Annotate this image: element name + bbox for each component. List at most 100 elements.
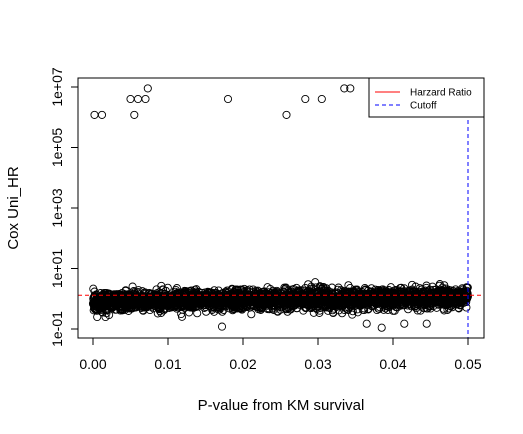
data-point <box>228 297 237 306</box>
x-tick-label: 0.03 <box>304 356 331 372</box>
legend-box <box>368 77 485 118</box>
data-point <box>298 298 307 307</box>
outlier-point <box>217 322 227 331</box>
x-tick-label: 0.04 <box>379 356 406 372</box>
data-point <box>323 306 333 315</box>
data-point <box>125 294 134 303</box>
data-point <box>247 310 256 319</box>
data-point <box>225 289 234 298</box>
data-point <box>386 292 395 301</box>
data-point <box>375 304 384 313</box>
outlier-point <box>223 94 233 104</box>
data-point <box>157 308 166 317</box>
data-point <box>334 283 343 292</box>
outlier-point <box>281 305 290 314</box>
data-point <box>215 303 224 312</box>
data-point <box>190 296 199 305</box>
outlier-point <box>377 323 386 332</box>
data-point <box>373 296 382 305</box>
data-point <box>120 295 129 305</box>
legend-label: Cutoff <box>410 101 437 112</box>
data-point <box>409 287 418 296</box>
data-point <box>152 291 161 300</box>
x-axis: 0.00 0.01 0.02 0.03 0.04 0.05 <box>79 337 482 372</box>
y-tick-label: 1e+07 <box>49 67 65 107</box>
data-point <box>257 304 266 313</box>
data-point <box>128 282 137 291</box>
data-point <box>249 290 258 299</box>
data-point <box>367 302 377 311</box>
data-point <box>132 291 141 300</box>
outlier-point <box>126 94 135 104</box>
data-point <box>346 297 355 306</box>
outlier-point <box>90 110 99 119</box>
y-tick-label: 1e+03 <box>49 188 65 228</box>
data-point <box>250 293 259 302</box>
outlier-point <box>143 84 152 93</box>
data-point <box>357 300 366 309</box>
data-point <box>237 286 246 295</box>
data-point <box>407 295 417 304</box>
x-tick-label: 0.01 <box>154 356 181 372</box>
data-point <box>130 300 139 309</box>
data-point <box>289 295 298 304</box>
data-point <box>121 293 131 302</box>
data-point <box>306 284 315 293</box>
data-point <box>444 296 453 305</box>
data-point <box>335 297 344 306</box>
data-point <box>301 283 310 293</box>
data-point <box>463 292 472 301</box>
data-point <box>440 306 449 315</box>
x-tick-label: 0.02 <box>229 356 256 372</box>
data-point <box>246 294 256 303</box>
data-point <box>238 299 247 308</box>
data-point <box>140 303 149 312</box>
data-point <box>144 300 153 309</box>
data-point <box>356 290 365 299</box>
data-point <box>300 292 309 301</box>
data-point <box>180 286 189 295</box>
data-point <box>312 290 321 299</box>
outlier-point <box>141 94 150 104</box>
outlier-point <box>301 94 310 104</box>
data-point <box>90 296 99 306</box>
data-point <box>337 286 346 295</box>
data-point <box>369 289 378 298</box>
data-point <box>440 281 449 290</box>
data-point <box>423 291 432 301</box>
data-point <box>111 305 120 314</box>
data-point <box>371 293 380 302</box>
data-point <box>344 281 353 290</box>
data-point <box>311 278 320 287</box>
data-point <box>381 288 390 297</box>
data-point <box>287 298 296 307</box>
reference-lines <box>78 78 484 338</box>
data-point <box>276 300 285 309</box>
data-point <box>221 295 230 305</box>
points-layer <box>88 84 472 332</box>
data-point <box>156 303 165 312</box>
data-point <box>456 290 465 299</box>
data-point <box>259 296 268 305</box>
data-point <box>183 301 192 310</box>
data-point <box>178 301 187 310</box>
data-point <box>333 296 342 305</box>
data-point <box>202 307 211 316</box>
data-point <box>352 290 361 299</box>
outlier-point <box>388 306 398 315</box>
outlier-point <box>362 319 371 328</box>
data-point <box>312 299 322 309</box>
data-point <box>270 301 279 310</box>
data-point <box>119 293 128 303</box>
x-axis-label: P-value from KM survival <box>198 397 365 414</box>
y-axis: 1e-01 1e+01 1e+03 1e+05 1e+07 <box>49 67 79 347</box>
data-point <box>281 284 290 293</box>
outlier-point <box>422 319 431 328</box>
data-point <box>213 301 222 310</box>
data-point <box>424 293 433 302</box>
data-point <box>196 292 205 301</box>
outlier-point <box>162 297 171 306</box>
data-point <box>445 300 454 309</box>
data-point <box>240 284 249 293</box>
data-point <box>91 292 100 301</box>
